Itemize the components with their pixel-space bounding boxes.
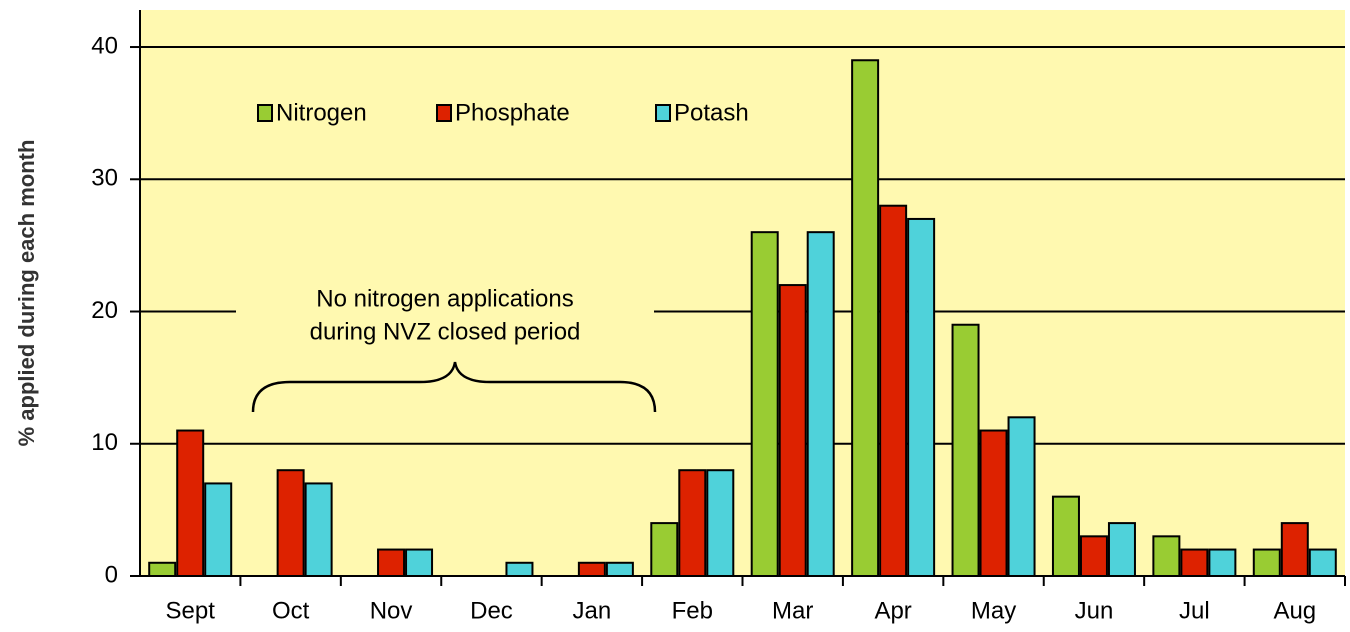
annotation: No nitrogen applications: [316, 285, 574, 312]
bar: [706, 469, 735, 577]
bar: [1252, 548, 1281, 577]
legend-swatch: [257, 104, 273, 122]
y-tick-label: 20: [91, 297, 118, 324]
bar: [778, 284, 807, 577]
bar: [1280, 522, 1309, 577]
bar: [879, 204, 908, 577]
legend-label: Nitrogen: [276, 99, 367, 126]
bar: [276, 469, 305, 577]
x-tick-label: May: [971, 597, 1016, 624]
x-tick-label: Apr: [874, 597, 911, 624]
bar: [1007, 416, 1036, 577]
bar: [1051, 495, 1080, 577]
bar: [1152, 535, 1181, 577]
bar: [1107, 522, 1136, 577]
bar: [650, 522, 679, 577]
x-tick-label: Jul: [1179, 597, 1210, 624]
bar: [304, 482, 333, 577]
bar: [806, 231, 835, 578]
bar: [678, 469, 707, 577]
bar: [907, 217, 936, 577]
x-tick-label: Sept: [166, 597, 216, 624]
legend-label: Potash: [674, 99, 749, 126]
bar: [148, 561, 177, 577]
bar: [405, 548, 434, 577]
annotation-brace: [251, 361, 657, 413]
legend-swatch: [655, 104, 671, 122]
bar: [979, 429, 1008, 577]
y-tick-label: 0: [105, 561, 118, 588]
annotation-background: [236, 282, 654, 352]
bar: [204, 482, 233, 577]
x-tick-label: Jun: [1075, 597, 1114, 624]
y-tick-label: 30: [91, 165, 118, 192]
y-tick-label: 10: [91, 429, 118, 456]
annotation: during NVZ closed period: [310, 318, 581, 345]
x-tick-label: Feb: [672, 597, 713, 624]
bar: [1079, 535, 1108, 577]
x-tick-label: Nov: [370, 597, 413, 624]
bar: [1208, 548, 1237, 577]
bar: [951, 323, 980, 577]
bar: [1308, 548, 1337, 577]
bar: [176, 429, 205, 577]
y-axis-label: % applied during each month: [14, 140, 39, 447]
bar: [605, 561, 634, 577]
x-tick-label: Mar: [772, 597, 813, 624]
y-tick-label: 40: [91, 32, 118, 59]
x-tick-label: Aug: [1273, 597, 1316, 624]
bar: [750, 231, 779, 578]
legend-swatch: [436, 104, 452, 122]
x-tick-label: Jan: [573, 597, 612, 624]
legend-label: Phosphate: [455, 99, 570, 126]
bar: [377, 548, 406, 577]
x-tick-label: Oct: [272, 597, 310, 624]
x-tick-label: Dec: [470, 597, 513, 624]
bar: [1180, 548, 1209, 577]
bar: [851, 59, 880, 578]
bar: [577, 561, 606, 577]
bar: [505, 561, 534, 577]
